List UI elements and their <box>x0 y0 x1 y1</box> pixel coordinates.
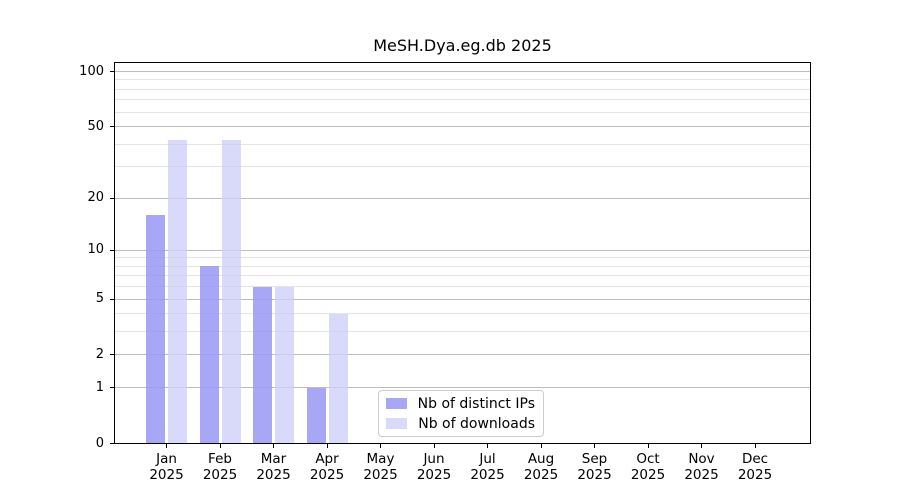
x-tick-jun <box>433 444 435 448</box>
gridline-minor-8 <box>115 265 810 267</box>
y-tick-label-2: 2 <box>95 346 104 362</box>
gridline-minor-3 <box>115 331 810 333</box>
x-tick-label-nov: Nov 2025 <box>684 451 719 483</box>
x-tick-dec <box>754 444 756 448</box>
x-tick-label-dec: Dec 2025 <box>737 451 773 483</box>
gridline-major-20 <box>115 197 810 199</box>
y-tick-0 <box>110 443 114 444</box>
x-tick-nov <box>701 444 702 448</box>
gridline-major-100 <box>115 71 810 73</box>
gridline-minor-90 <box>115 79 810 81</box>
y-tick-label-50: 50 <box>87 118 104 134</box>
x-tick-may <box>380 444 381 448</box>
x-tick-label-jul: Jul 2025 <box>470 451 505 483</box>
x-tick-label-jan: Jan 2025 <box>149 451 184 483</box>
gridline-major-10 <box>115 249 810 251</box>
x-tick-sep <box>594 444 595 448</box>
bar-distinct-ips-mar <box>253 286 272 444</box>
x-tick-label-apr: Apr 2025 <box>309 451 345 483</box>
bar-downloads-mar <box>275 286 294 444</box>
y-tick-label-5: 5 <box>95 291 104 307</box>
bar-downloads-feb <box>221 140 241 444</box>
x-tick-feb <box>219 444 221 448</box>
x-tick-jan <box>166 444 167 448</box>
gridline-major-2 <box>115 354 810 356</box>
x-tick-aug <box>540 444 542 448</box>
y-tick-100 <box>110 71 114 73</box>
gridline-minor-4 <box>115 313 810 315</box>
y-tick-label-1: 1 <box>95 379 104 395</box>
gridline-major-5 <box>115 298 810 300</box>
gridline-overlay-minor-6 <box>115 286 810 288</box>
gridline-overlay-minor-3 <box>115 331 810 333</box>
y-tick-label-0: 0 <box>95 435 104 451</box>
gridline-overlay-major-50 <box>115 126 810 128</box>
gridline-overlay-minor-7 <box>115 275 810 277</box>
gridline-overlay-minor-30 <box>115 166 810 168</box>
gridline-overlay-major-20 <box>115 197 810 199</box>
gridline-minor-40 <box>115 143 810 145</box>
bar-distinct-ips-jan <box>146 215 165 444</box>
gridline-overlay-minor-8 <box>115 265 810 267</box>
y-tick-5 <box>110 298 114 300</box>
gridline-overlay-minor-70 <box>115 99 810 101</box>
x-tick-label-mar: Mar 2025 <box>256 451 291 483</box>
bar-downloads-apr <box>328 313 348 444</box>
x-tick-label-sep: Sep 2025 <box>577 451 612 483</box>
gridline-minor-6 <box>115 286 810 288</box>
y-tick-1 <box>110 387 114 389</box>
legend-swatch-downloads <box>386 418 408 429</box>
gridline-minor-9 <box>115 257 810 259</box>
x-tick-apr <box>326 444 328 448</box>
x-tick-label-aug: Aug 2025 <box>523 451 559 483</box>
gridline-overlay-minor-9 <box>115 257 810 259</box>
gridline-minor-60 <box>115 111 810 113</box>
bar-distinct-ips-apr <box>306 387 326 444</box>
gridline-overlay-minor-60 <box>115 111 810 113</box>
legend-entry-downloads: Nb of downloads <box>386 416 535 432</box>
gridline-minor-7 <box>115 275 810 277</box>
gridline-overlay-minor-4 <box>115 313 810 315</box>
legend-swatch-distinct-ips <box>386 398 407 409</box>
legend-label-distinct-ips: Nb of distinct IPs <box>417 395 535 412</box>
legend-entry-distinct-ips: Nb of distinct IPs <box>386 396 535 412</box>
x-tick-label-may: May 2025 <box>363 451 398 483</box>
legend: Nb of distinct IPs Nb of downloads <box>378 390 544 437</box>
x-tick-jul <box>487 444 488 448</box>
x-tick-label-oct: Oct 2025 <box>630 451 666 483</box>
gridline-minor-70 <box>115 99 810 101</box>
x-tick-oct <box>647 444 649 448</box>
gridline-overlay-major-100 <box>115 71 810 73</box>
gridline-overlay-major-1 <box>115 387 810 389</box>
y-tick-label-100: 100 <box>79 63 104 79</box>
gridline-major-1 <box>115 387 810 389</box>
y-tick-label-10: 10 <box>87 242 104 258</box>
y-tick-label-20: 20 <box>87 190 104 206</box>
gridline-minor-30 <box>115 166 810 168</box>
legend-label-downloads: Nb of downloads <box>418 415 535 432</box>
y-tick-2 <box>110 354 114 356</box>
gridline-major-50 <box>115 126 810 128</box>
x-tick-label-jun: Jun 2025 <box>416 451 452 483</box>
y-tick-50 <box>110 126 114 128</box>
gridline-overlay-major-5 <box>115 298 810 300</box>
y-tick-10 <box>110 249 114 251</box>
chart-title: MeSH.Dya.eg.db 2025 <box>373 36 552 55</box>
bar-distinct-ips-feb <box>199 266 219 444</box>
bar-downloads-jan <box>168 140 187 444</box>
gridline-overlay-major-2 <box>115 354 810 356</box>
gridline-overlay-minor-80 <box>115 88 810 90</box>
x-tick-mar <box>273 444 274 448</box>
gridline-minor-80 <box>115 88 810 90</box>
gridline-overlay-major-10 <box>115 249 810 251</box>
x-tick-label-feb: Feb 2025 <box>202 451 238 483</box>
y-tick-20 <box>110 197 114 199</box>
gridline-overlay-minor-40 <box>115 143 810 145</box>
gridline-overlay-minor-90 <box>115 79 810 81</box>
